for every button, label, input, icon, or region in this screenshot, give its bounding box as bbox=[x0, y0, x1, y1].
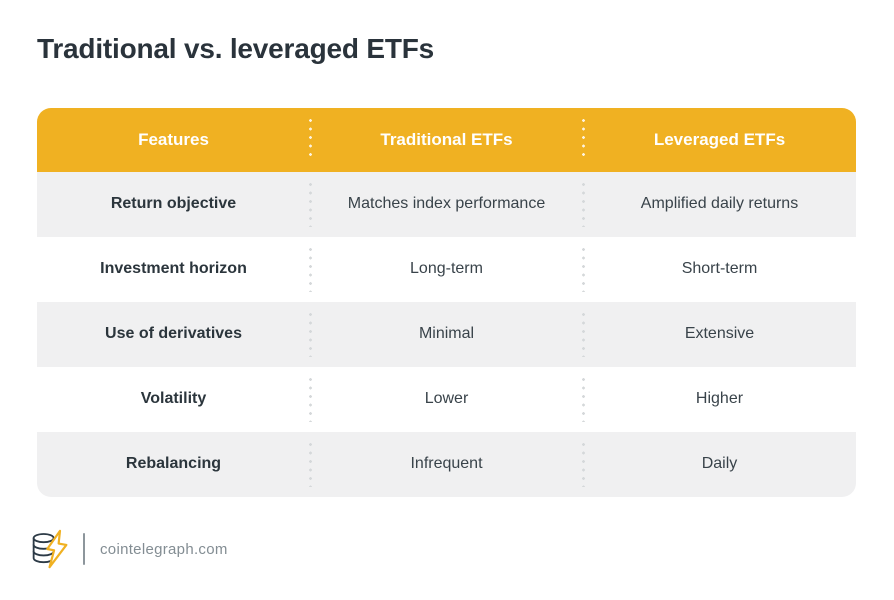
column-divider-icon bbox=[581, 312, 585, 357]
column-divider-icon bbox=[581, 247, 585, 292]
comparison-table: Features Traditional ETFs Leveraged ETFs… bbox=[37, 108, 856, 497]
cell-traditional: Minimal bbox=[418, 325, 475, 343]
column-divider-icon bbox=[308, 377, 312, 422]
table-row: Rebalancing Infrequent Daily bbox=[37, 432, 856, 497]
table-header-row: Features Traditional ETFs Leveraged ETFs bbox=[37, 108, 856, 172]
column-divider-icon bbox=[308, 247, 312, 292]
site-label: cointelegraph.com bbox=[100, 540, 228, 558]
column-divider-icon bbox=[581, 442, 585, 487]
column-divider-icon bbox=[308, 182, 312, 227]
cointelegraph-logo-icon bbox=[32, 529, 68, 569]
table-row: Volatility Lower Higher bbox=[37, 367, 856, 432]
cell-leveraged: Higher bbox=[695, 390, 744, 408]
cell-feature: Return objective bbox=[110, 195, 237, 213]
column-divider-icon bbox=[581, 377, 585, 422]
cell-leveraged: Short-term bbox=[681, 260, 758, 278]
cell-leveraged: Extensive bbox=[684, 325, 755, 343]
column-divider-icon bbox=[308, 312, 312, 357]
cell-leveraged: Daily bbox=[701, 455, 738, 473]
column-divider-icon bbox=[308, 442, 312, 487]
cell-feature: Rebalancing bbox=[125, 455, 222, 473]
cell-traditional: Matches index performance bbox=[347, 195, 546, 213]
column-divider-icon bbox=[308, 119, 312, 161]
cell-leveraged: Amplified daily returns bbox=[640, 195, 799, 213]
cell-feature: Use of derivatives bbox=[105, 325, 242, 343]
footer: cointelegraph.com bbox=[30, 528, 228, 570]
header-cell-traditional: Traditional ETFs bbox=[380, 129, 513, 149]
header-cell-features: Features bbox=[138, 129, 209, 149]
table-row: Return objective Matches index performan… bbox=[37, 172, 856, 237]
page-title: Traditional vs. leveraged ETFs bbox=[37, 33, 435, 64]
column-divider-icon bbox=[581, 119, 585, 161]
cell-feature: Volatility bbox=[140, 390, 207, 408]
header-cell-leveraged: Leveraged ETFs bbox=[653, 129, 786, 149]
table-row: Use of derivatives Minimal Extensive bbox=[37, 302, 856, 367]
table-row: Investment horizon Long-term Short-term bbox=[37, 237, 856, 302]
cell-traditional: Lower bbox=[424, 390, 469, 408]
column-divider-icon bbox=[581, 182, 585, 227]
cell-feature: Investment horizon bbox=[100, 260, 247, 278]
footer-divider bbox=[83, 533, 85, 565]
cell-traditional: Infrequent bbox=[410, 455, 483, 473]
cell-traditional: Long-term bbox=[410, 260, 483, 278]
